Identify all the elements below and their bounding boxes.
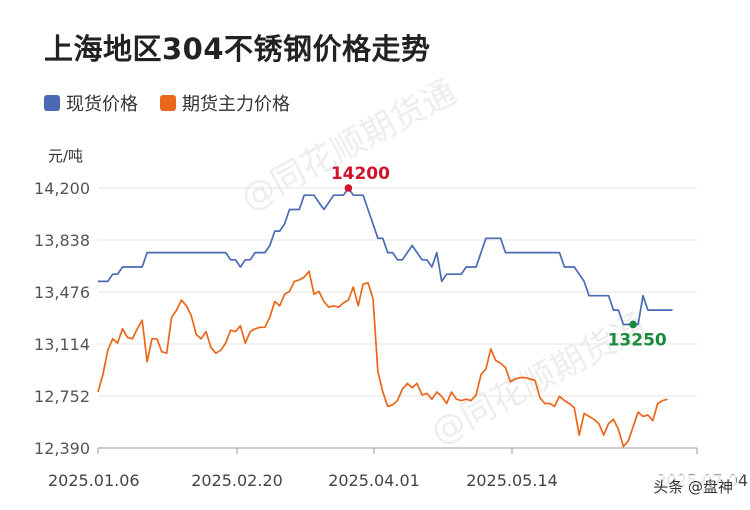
legend-swatch-futures bbox=[160, 95, 176, 111]
x-tick-label: 2025.01.06 bbox=[48, 471, 140, 490]
legend-item-spot[interactable]: 现货价格 bbox=[44, 90, 138, 116]
legend-label-spot: 现货价格 bbox=[66, 94, 138, 115]
legend-item-futures[interactable]: 期货主力价格 bbox=[160, 90, 290, 116]
series-line-spot bbox=[98, 187, 673, 326]
y-tick-label: 13,114 bbox=[34, 335, 90, 354]
annotation-marker bbox=[344, 184, 353, 192]
series-line-futures bbox=[97, 270, 668, 448]
y-axis-unit-label: 元/吨 bbox=[48, 147, 83, 165]
y-tick-label: 14,200 bbox=[34, 179, 90, 198]
chart-legend: 现货价格 期货主力价格 bbox=[44, 90, 290, 116]
annotation-label: 13250 bbox=[608, 330, 667, 350]
annotation-label: 14200 bbox=[331, 164, 390, 184]
chart-title: 上海地区304不锈钢价格走势 bbox=[44, 32, 431, 66]
legend-swatch-spot bbox=[44, 95, 60, 111]
annotation-marker bbox=[629, 320, 637, 329]
x-tick-label: 2025.02.20 bbox=[191, 471, 283, 490]
x-tick-label: 2025.05.14 bbox=[466, 471, 558, 490]
source-credit: 头条 @盘神 bbox=[650, 475, 736, 498]
y-tick-label: 13,476 bbox=[34, 283, 90, 302]
y-tick-label: 12,752 bbox=[34, 387, 90, 406]
y-tick-label: 13,838 bbox=[34, 231, 90, 250]
legend-label-futures: 期货主力价格 bbox=[182, 94, 290, 115]
y-tick-label: 12,390 bbox=[34, 439, 90, 458]
x-tick-label: 2025.04.01 bbox=[328, 471, 420, 490]
